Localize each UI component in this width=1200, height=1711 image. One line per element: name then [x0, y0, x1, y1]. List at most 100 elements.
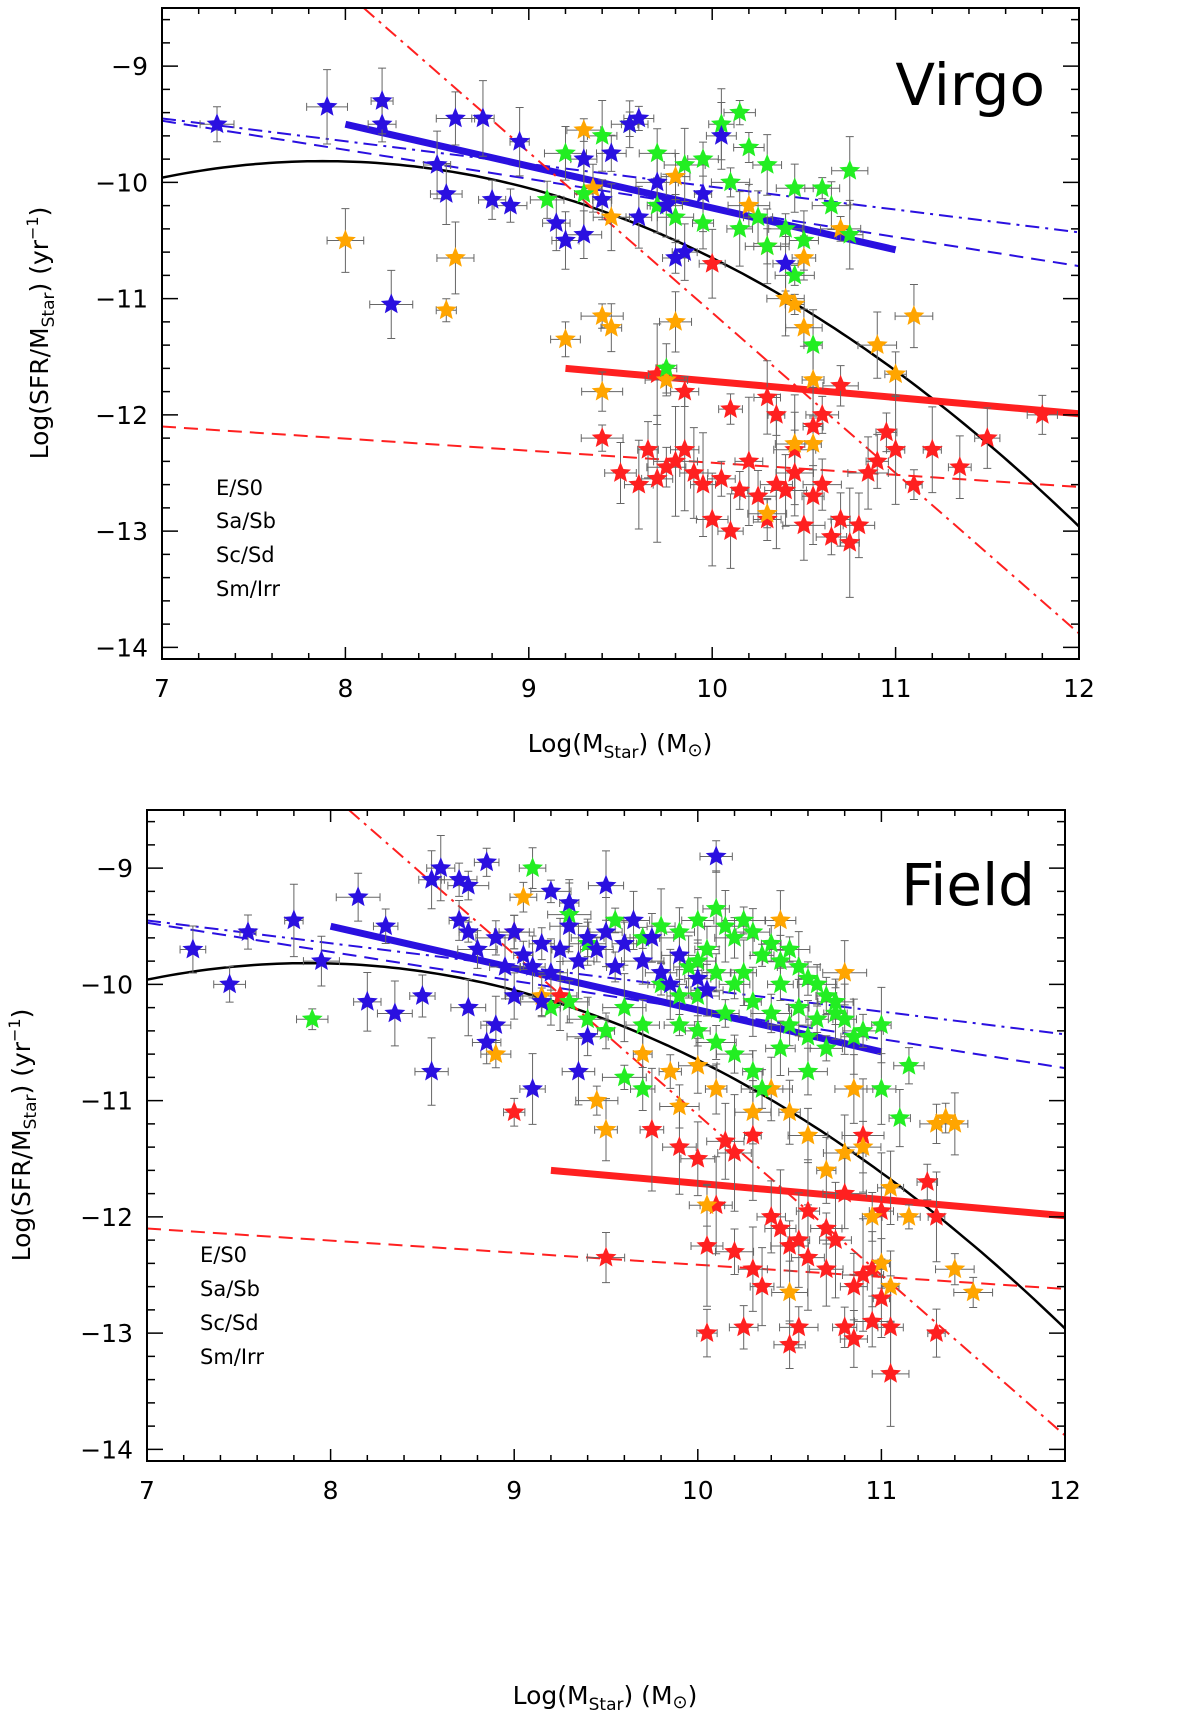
field-sm-irr-point: [531, 932, 553, 953]
field-e-s0-point: [696, 1234, 718, 1255]
field-sc-sd-point: [770, 1037, 791, 1058]
virgo-e-s0-point: [866, 450, 888, 471]
virgo-early-type-fit: [565, 364, 1079, 418]
virgo-sa-sb-point: [655, 369, 677, 389]
field-sm-irr-point: [347, 886, 369, 907]
field-e-s0-point: [843, 1275, 865, 1296]
virgo-e-s0-point: [591, 427, 613, 447]
field-sc-sd-point: [779, 1014, 801, 1034]
field-sc-sd-point: [705, 1031, 727, 1052]
field-sc-sd-point: [724, 1043, 745, 1063]
virgo-e-s0-point: [921, 438, 943, 459]
field-e-s0-point: [797, 1246, 819, 1267]
field-sc-sd-point: [595, 1019, 617, 1040]
field-sc-sd-point: [815, 1037, 837, 1058]
field-sc-sd-point: [669, 921, 690, 941]
field-sm-irr-point: [503, 921, 525, 941]
virgo-sm-irr-point: [316, 95, 338, 116]
field-sa-sb-point: [815, 1159, 837, 1180]
virgo-panel: 7 8 9 10 11 12 −9 −10 −11 −12 −13 −14 Virgo Log(MSt…: [23, 7, 1095, 763]
field-sc-sd-point: [751, 944, 773, 965]
field-sc-sd-point: [705, 897, 727, 918]
field-sm-irr-point: [577, 1025, 599, 1046]
virgo-sa-sb-point: [435, 299, 457, 320]
virgo-sa-sb-point: [802, 432, 824, 453]
field-sc-sd-point: [825, 1002, 846, 1023]
field-sm-irr-point: [411, 985, 433, 1005]
virgo-sm-irr-point: [509, 130, 531, 151]
field-sc-sd-point: [742, 921, 764, 941]
field-sc-sd-point: [724, 926, 745, 947]
field-plot-frame: [146, 809, 1066, 1462]
field-sm-irr-point: [558, 892, 580, 912]
field-sm-irr-point: [457, 921, 479, 941]
virgo-y-tick-label: −9: [111, 52, 148, 81]
virgo-e-s0-point: [848, 514, 870, 535]
virgo-sm-irr-point: [665, 246, 686, 267]
virgo-y-tick-label: −13: [95, 517, 148, 546]
virgo-x-tick-label: 7: [154, 674, 170, 703]
field-sc-sd-point: [742, 990, 764, 1011]
virgo-e-s0-point: [738, 450, 760, 471]
virgo-sa-sb-point: [591, 380, 613, 401]
field-sc-sd-point: [870, 1014, 892, 1034]
virgo-e-s0-point: [720, 520, 741, 540]
field-sm-irr-point: [457, 996, 479, 1017]
virgo-sa-sb-point: [885, 363, 907, 384]
field-sm-irr-point: [623, 909, 644, 930]
field-sa-sb-point: [696, 1194, 718, 1215]
field-sc-sd-point: [687, 1019, 709, 1040]
field-sm-irr-point: [457, 874, 479, 895]
virgo-marks: [162, 8, 1079, 635]
virgo-sm-irr-point: [555, 229, 576, 250]
field-sa-sb-point: [852, 1136, 874, 1156]
field-sm-irr-point: [595, 874, 617, 895]
field-sm-irr-point: [421, 1060, 442, 1081]
virgo-stars: [206, 90, 1053, 552]
virgo-sc-sd-point: [692, 212, 714, 232]
field-sa-sb-point: [797, 1124, 819, 1145]
virgo-sm-irr-point: [435, 183, 457, 203]
field-sm-irr-point: [650, 961, 672, 982]
field-sc-sd-point: [577, 1008, 599, 1029]
virgo-sa-sb-point: [903, 305, 925, 325]
field-sa-sb-point: [485, 1043, 507, 1063]
field-sm-irr-point: [540, 880, 562, 901]
field-sm-irr-point: [595, 921, 617, 941]
virgo-sc-sd-point: [839, 159, 861, 180]
field-y-tick-label: −13: [80, 1319, 133, 1348]
field-sm-irr-point: [375, 915, 397, 936]
field-sa-sb-point: [962, 1281, 984, 1302]
field-sm-irr-point: [669, 944, 690, 965]
field-e-s0-point: [843, 1327, 865, 1348]
field-x-tick-label: 7: [139, 1476, 155, 1505]
field-sa-sb-point: [944, 1112, 966, 1133]
virgo-x-tick-label: 10: [696, 674, 728, 703]
field-y-tick-label: −14: [80, 1435, 133, 1464]
field-sm-irr-point: [531, 990, 553, 1011]
field-sm-irr-point: [356, 990, 378, 1011]
field-sa-sb-point: [595, 1118, 617, 1139]
field-sc-sd-point: [788, 955, 810, 976]
field-sm-irr-point: [558, 915, 580, 936]
virgo-sc-sd-point: [665, 206, 686, 227]
virgo-sa-sb-point: [665, 165, 686, 186]
virgo-sm-irr-point: [655, 194, 677, 215]
field-sc-sd-point: [760, 932, 782, 953]
virgo-sm-irr-point: [573, 148, 595, 168]
virgo-e-s0-point: [720, 398, 741, 418]
field-sc-sd-point: [742, 1060, 764, 1081]
field-e-s0-point: [861, 1310, 883, 1331]
virgo-late-type-dashed: [162, 119, 1079, 268]
virgo-e-s0-point: [674, 380, 696, 401]
field-sm-irr-point: [540, 961, 562, 982]
virgo-e-s0-point: [811, 403, 833, 424]
field-e-s0-point: [825, 1229, 846, 1249]
field-sm-irr-point: [503, 985, 525, 1005]
virgo-sa-sb-point: [793, 246, 815, 267]
field-error-bars: [179, 834, 994, 1427]
virgo-e-s0-point: [610, 462, 631, 482]
virgo-sm-irr-point: [472, 107, 494, 128]
field-sc-sd-point: [870, 1078, 892, 1098]
virgo-e-s0-point: [1031, 403, 1053, 424]
